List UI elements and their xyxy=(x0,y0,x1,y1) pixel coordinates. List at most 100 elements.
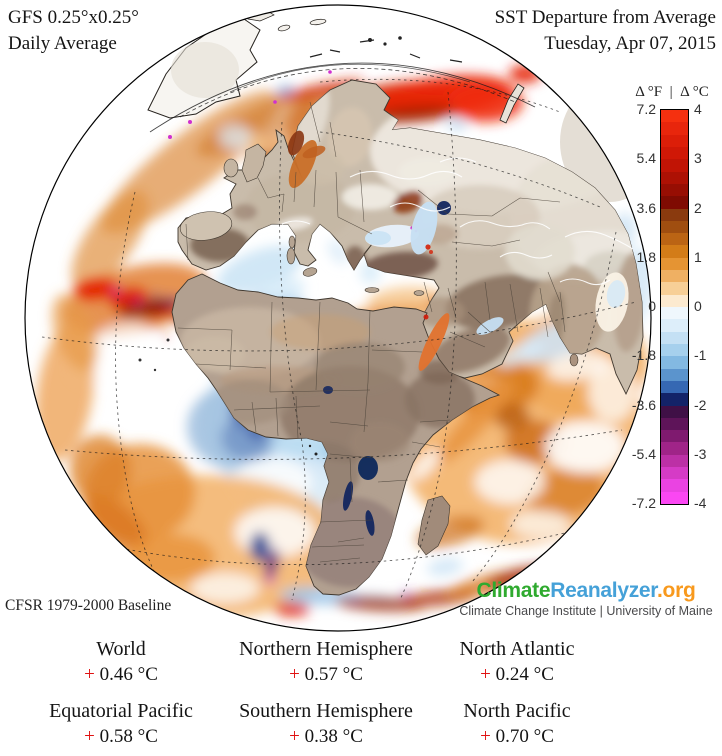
snow-contours xyxy=(281,157,634,286)
colorbar-c-tick: -1 xyxy=(694,347,707,364)
colorbar: Δ °F | Δ °C 7.2 5.4 3.6 1.8 0 -1.8 -3.6 -5.4 -7.… xyxy=(622,84,722,513)
logo-wordmark[interactable]: ClimateReanalyzer.org xyxy=(455,579,717,602)
colorbar-c-tick: -4 xyxy=(694,495,707,511)
arctic-coastlines xyxy=(147,8,536,133)
plus-sign: + xyxy=(289,726,300,747)
colorbar-segment xyxy=(661,220,688,234)
colorbar-segment xyxy=(661,307,688,320)
stat-southern-hemisphere: Southern Hemisphere + 0.38 °C xyxy=(236,700,416,747)
land-africa xyxy=(171,273,500,596)
logo-part-reanalyzer: Reanalyzer xyxy=(550,579,658,602)
colorbar-segment xyxy=(661,245,688,258)
colorbar-c-tick: 3 xyxy=(694,150,702,167)
logo-part-climate: Climate xyxy=(476,579,551,602)
stat-world: World + 0.46 °C xyxy=(6,638,236,685)
stat-label: Northern Hemisphere xyxy=(239,638,413,660)
colorbar-segment xyxy=(661,196,688,209)
colorbar-c-tick: 4 xyxy=(694,101,702,117)
colorbar-f-tick: 0 xyxy=(648,298,656,314)
colorbar-segment xyxy=(661,282,688,295)
colorbar-segment xyxy=(661,405,688,418)
plus-sign: + xyxy=(289,664,300,685)
colorbar-segment xyxy=(661,430,688,443)
colorbar-segment xyxy=(661,491,688,504)
model-header: GFS 0.25°x0.25° Daily Average xyxy=(8,5,139,57)
colorbar-f-tick: -3.6 xyxy=(631,396,656,413)
globe-map xyxy=(24,4,652,632)
colorbar-segment xyxy=(661,417,688,431)
graticule xyxy=(41,78,637,601)
stat-equatorial-pacific: Equatorial Pacific + 0.58 °C xyxy=(6,700,236,747)
stat-north-pacific: North Pacific + 0.70 °C xyxy=(416,700,618,747)
colorbar-f-tick: -5.4 xyxy=(631,445,656,462)
colorbar-segment xyxy=(661,134,688,147)
colorbar-segment xyxy=(661,368,688,381)
colorbar-c-tick: 1 xyxy=(694,248,702,265)
colorbar-fahrenheit-labels: 7.2 5.4 3.6 1.8 0 -1.8 -3.6 -5.4 -7.2 xyxy=(622,101,656,513)
colorbar-segment xyxy=(661,110,688,123)
colorbar-segment xyxy=(661,319,688,332)
stat-north-atlantic: North Atlantic + 0.24 °C xyxy=(416,638,618,685)
stat-label: North Pacific xyxy=(463,700,571,722)
colorbar-segment xyxy=(661,467,688,480)
anomaly-stats: World + 0.46 °C Northern Hemisphere + 0.… xyxy=(6,638,620,747)
logo-part-org: .org xyxy=(657,579,696,602)
map-title: SST Departure from Average xyxy=(494,7,716,28)
colorbar-segment xyxy=(661,331,688,344)
colorbar-segment xyxy=(661,159,688,172)
colorbar-segment xyxy=(661,233,688,246)
colorbar-segment xyxy=(661,454,688,468)
stat-value: + 0.24 °C xyxy=(480,664,554,685)
stat-northern-hemisphere: Northern Hemisphere + 0.57 °C xyxy=(236,638,416,685)
model-label: GFS 0.25°x0.25° xyxy=(8,7,139,28)
colorbar-segment xyxy=(661,122,688,135)
colorbar-f-tick: 7.2 xyxy=(636,101,656,117)
colorbar-c-tick: -3 xyxy=(694,445,707,462)
inland-waters xyxy=(287,130,629,536)
colorbar-segment xyxy=(661,442,688,455)
stat-value: + 0.58 °C xyxy=(84,726,158,747)
islands xyxy=(138,143,579,556)
colorbar-segment xyxy=(661,270,688,283)
stat-label: World xyxy=(96,638,146,660)
climate-reanalyzer-logo[interactable]: ClimateReanalyzer.org Climate Change Ins… xyxy=(455,579,717,618)
average-label: Daily Average xyxy=(8,33,117,54)
stat-value: + 0.46 °C xyxy=(84,664,158,685)
stat-value: + 0.38 °C xyxy=(289,726,363,747)
colorbar-segment xyxy=(661,294,688,307)
colorbar-segment xyxy=(661,393,688,406)
colorbar-f-tick: 1.8 xyxy=(636,248,656,265)
colorbar-segment xyxy=(661,380,688,394)
colorbar-celsius-labels: 4 3 2 1 0 -1 -2 -3 -4 xyxy=(694,101,722,513)
colorbar-c-tick: 2 xyxy=(694,199,702,216)
plus-sign: + xyxy=(480,664,491,685)
colorbar-segment xyxy=(661,356,688,369)
colorbar-gradient xyxy=(660,109,689,505)
colorbar-f-tick: -1.8 xyxy=(631,347,656,364)
colorbar-title: Δ °F | Δ °C xyxy=(635,84,709,100)
colorbar-segment xyxy=(661,146,688,160)
stat-value: + 0.57 °C xyxy=(289,664,363,685)
colorbar-segment xyxy=(661,171,688,184)
baseline-label: CFSR 1979-2000 Baseline xyxy=(5,597,172,614)
colorbar-c-tick: 0 xyxy=(694,298,702,314)
colorbar-f-tick: -7.2 xyxy=(631,495,656,511)
colorbar-segment xyxy=(661,479,688,492)
plus-sign: + xyxy=(84,664,95,685)
map-header: SST Departure from Average Tuesday, Apr … xyxy=(495,5,716,57)
colorbar-f-tick: 5.4 xyxy=(636,150,656,167)
map-date: Tuesday, Apr 07, 2015 xyxy=(544,33,716,54)
globe-outline xyxy=(24,4,652,632)
stat-value: + 0.70 °C xyxy=(480,726,554,747)
stat-label: Southern Hemisphere xyxy=(239,700,413,722)
colorbar-segment xyxy=(661,183,688,197)
colorbar-segment xyxy=(661,208,688,221)
stat-label: North Atlantic xyxy=(459,638,575,660)
institute-label: Climate Change Institute | University of… xyxy=(459,604,713,618)
colorbar-segment xyxy=(661,257,688,271)
plus-sign: + xyxy=(84,726,95,747)
country-borders xyxy=(177,101,566,563)
colorbar-c-tick: -2 xyxy=(694,396,707,413)
ice-edge-specks xyxy=(168,70,332,139)
